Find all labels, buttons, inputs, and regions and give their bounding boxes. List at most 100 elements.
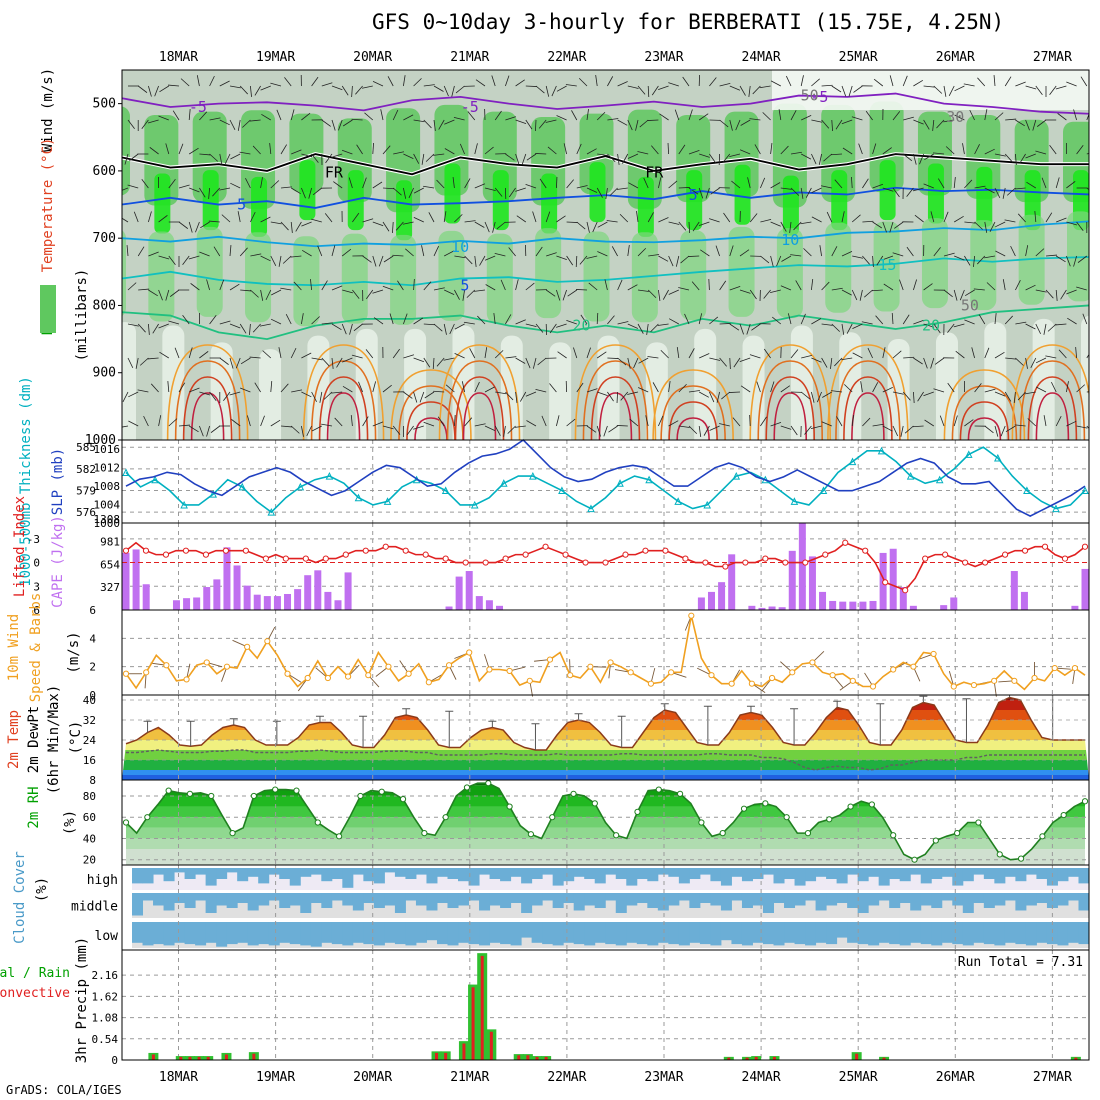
- cloud-cell: [1057, 868, 1069, 882]
- rh-line-point: [1039, 833, 1046, 840]
- wind-barb: [372, 421, 384, 427]
- isotherm-warm: [835, 360, 901, 440]
- wind-barb: [995, 250, 1006, 257]
- li-line-point: [822, 551, 829, 558]
- wind-barb: [579, 255, 588, 265]
- li-line-point: [182, 547, 190, 554]
- wind-barb: [239, 85, 248, 95]
- wind-barb: [882, 221, 887, 233]
- cloud-cell: [342, 868, 354, 888]
- wind-barb: [676, 347, 680, 359]
- rh-dry-patch: [935, 332, 958, 440]
- cloud-cell: [153, 922, 165, 945]
- cloud-row-label: high: [87, 873, 118, 888]
- wind-barb: [290, 221, 293, 233]
- wind-barb: [770, 289, 781, 294]
- wind-barb: [818, 153, 822, 165]
- wind-barb: [841, 289, 852, 296]
- cloud-cell: [1004, 868, 1016, 877]
- cloud-cell: [826, 868, 838, 879]
- wind-barb: [1005, 357, 1017, 360]
- wind-barb: [491, 75, 496, 87]
- tick-label: 585: [76, 441, 96, 454]
- wind-barb: [867, 347, 873, 359]
- wind-barb: [567, 289, 578, 297]
- wind-barb: [403, 75, 406, 87]
- wind-barb: [537, 357, 547, 366]
- cloud-cell: [794, 922, 806, 945]
- wind-barb: [459, 143, 465, 155]
- wind-barb: [505, 391, 514, 401]
- cloud-cell: [615, 893, 627, 913]
- wind-barb: [178, 424, 190, 427]
- date-label-bottom: 18MAR: [159, 1070, 198, 1085]
- wind-barb: [576, 185, 588, 189]
- wind-barb: [500, 279, 506, 291]
- cloud-cell: [331, 868, 343, 879]
- wind-barb: [994, 391, 1006, 397]
- rh-patch: [921, 218, 948, 309]
- wind-barb: [1058, 349, 1067, 359]
- cloud-cell: [531, 893, 543, 906]
- wind-barb: [137, 389, 149, 393]
- wind-barb: [739, 289, 751, 294]
- li-line-point: [502, 555, 509, 562]
- cloud-cell: [415, 893, 427, 906]
- tick-label: 8: [89, 774, 96, 787]
- wind-barb: [1073, 255, 1077, 267]
- tick-label: 0: [111, 1054, 118, 1067]
- li-line-point: [222, 547, 229, 554]
- cape-bar: [284, 593, 292, 610]
- cloud-cell: [689, 893, 701, 908]
- tick-label: 40: [83, 832, 96, 845]
- cloud-cell: [615, 868, 627, 879]
- cloud-cell: [468, 893, 480, 901]
- wind-barb: [608, 425, 618, 433]
- wind-barb: [1049, 144, 1057, 155]
- wind-barb: [382, 384, 392, 393]
- cloud-cell: [268, 868, 280, 875]
- wind-barb: [364, 112, 374, 121]
- rh-patch: [879, 160, 896, 221]
- wind-barb: [127, 282, 137, 291]
- wind-barb: [378, 255, 384, 267]
- rh-patch: [589, 162, 606, 223]
- cloud-cell: [899, 893, 911, 903]
- wind-barb: [1006, 187, 1016, 196]
- wind-barb: [576, 221, 586, 230]
- wind-barb: [627, 85, 639, 89]
- wind-barb: [403, 354, 415, 359]
- wind-barb: [239, 323, 247, 334]
- wind-barb: [260, 216, 271, 223]
- contour-label: 20: [572, 317, 590, 335]
- wind-barb: [249, 356, 261, 359]
- wind-barb: [311, 76, 319, 87]
- rh-line-point: [399, 796, 407, 803]
- wind-barb: [1026, 181, 1037, 189]
- cloud-cell: [279, 868, 291, 879]
- wind-barb: [586, 148, 597, 155]
- wind-barb: [821, 421, 832, 427]
- wind-barb: [433, 153, 445, 156]
- wind-barb: [1025, 284, 1036, 291]
- tick-label: 80: [83, 790, 96, 803]
- cloud-cell: [174, 893, 186, 903]
- tick-label: 32: [83, 714, 96, 727]
- wind-barb: [556, 415, 560, 427]
- wind-barb: [324, 213, 333, 223]
- li-line-point: [602, 559, 609, 566]
- wind-barb: [709, 218, 720, 223]
- li-line-point: [862, 547, 869, 554]
- wind-barb: [526, 420, 537, 427]
- wind-barb: [494, 425, 501, 436]
- li-line-point: [542, 543, 549, 550]
- wind-barb: [419, 391, 425, 403]
- rh-patch: [154, 173, 171, 234]
- cloud-cell: [384, 922, 396, 943]
- rh-line-point: [676, 790, 684, 797]
- wind-speed-line-point: [385, 663, 392, 670]
- cloud-cell: [626, 922, 638, 943]
- precip-conv-bar: [224, 1054, 228, 1060]
- wind-speed-line-point: [1071, 664, 1079, 672]
- wind-barb: [1035, 357, 1047, 364]
